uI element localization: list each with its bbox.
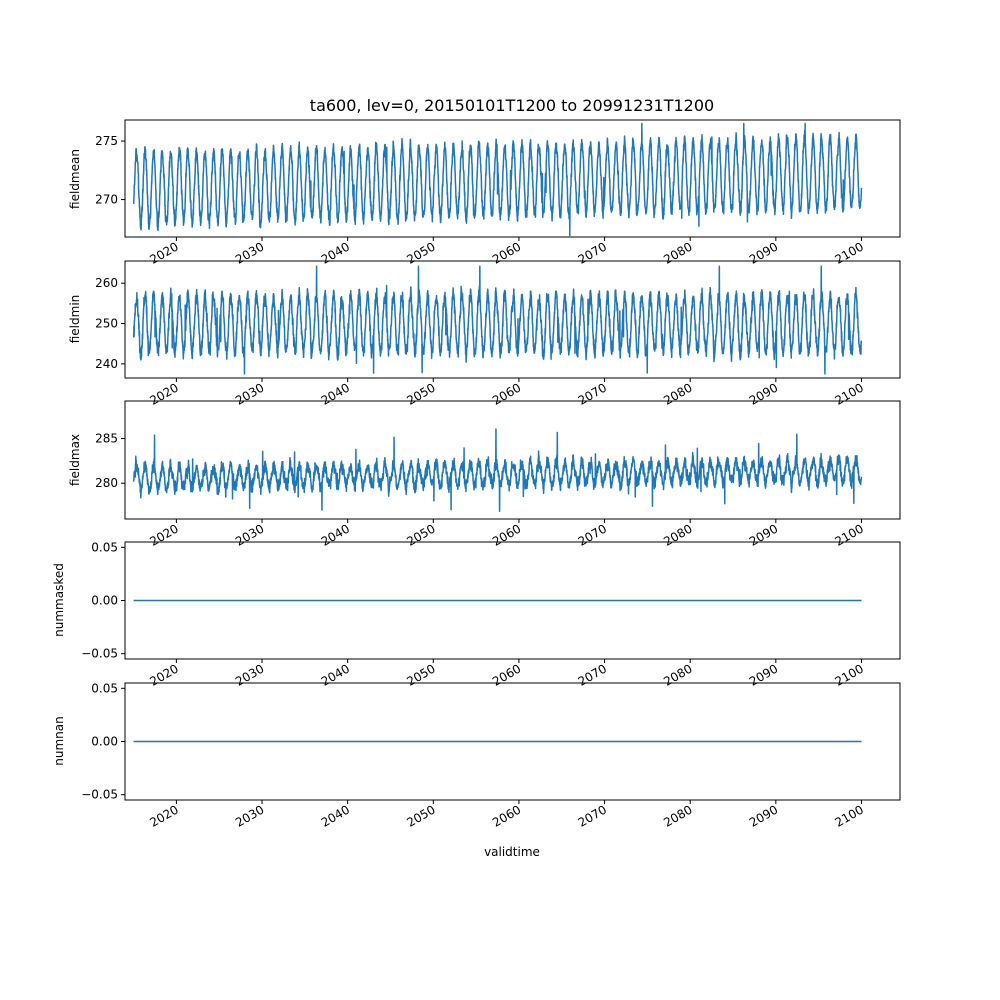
y-axis-label: nummasked [52,563,66,637]
y-tick-label: 0.00 [91,594,118,608]
y-tick-label: 285 [95,432,118,446]
y-axis-label: fieldmean [68,149,82,209]
y-tick-label: 275 [95,134,118,148]
y-axis: −0.05 0.00 0.05 [81,681,125,802]
y-tick-label: 260 [95,276,118,290]
series-line-path [132,428,863,513]
y-axis: 280 285 [95,432,125,490]
y-tick-label: 0.05 [91,681,118,695]
series-line-path [132,265,863,375]
series-line [132,122,863,237]
y-tick-label: 240 [95,357,118,371]
y-axis: 240 250 260 [95,276,125,371]
plot-frame [124,119,901,238]
plot-frame [124,260,901,379]
series-line-path [132,122,863,237]
plot-frame [124,400,901,520]
x-axis-label: validtime [484,845,540,859]
y-tick-label: −0.05 [81,647,118,661]
series-line [132,428,863,513]
y-axis-label: fieldmin [68,295,82,344]
y-tick-label: 0.00 [91,735,118,749]
chart-title: ta600, lev=0, 20150101T1200 to 20991231T… [310,96,714,115]
y-axis: −0.05 0.00 0.05 [81,540,125,661]
y-tick-label: −0.05 [81,788,118,802]
y-axis: 270 275 [95,134,125,207]
y-tick-label: 270 [95,193,118,207]
series-line [132,265,863,375]
y-tick-label: 250 [95,317,118,331]
y-tick-label: 280 [95,476,118,490]
y-axis-label: numnan [52,716,66,765]
y-tick-label: 0.05 [91,540,118,554]
y-axis-label: fieldmax [68,434,82,486]
